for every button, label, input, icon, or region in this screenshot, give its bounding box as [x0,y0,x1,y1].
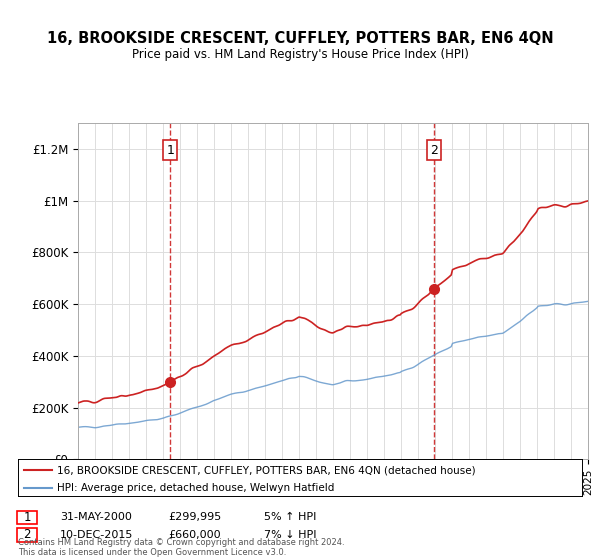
Text: 5% ↑ HPI: 5% ↑ HPI [264,512,316,522]
Text: Price paid vs. HM Land Registry's House Price Index (HPI): Price paid vs. HM Land Registry's House … [131,48,469,60]
Text: £299,995: £299,995 [168,512,221,522]
Text: 1: 1 [23,511,31,524]
Text: 2: 2 [430,143,438,157]
Text: Contains HM Land Registry data © Crown copyright and database right 2024.
This d: Contains HM Land Registry data © Crown c… [18,538,344,557]
Text: £660,000: £660,000 [168,530,221,540]
Text: 10-DEC-2015: 10-DEC-2015 [60,530,133,540]
Text: 2: 2 [23,528,31,542]
Text: 16, BROOKSIDE CRESCENT, CUFFLEY, POTTERS BAR, EN6 4QN: 16, BROOKSIDE CRESCENT, CUFFLEY, POTTERS… [47,31,553,46]
Text: 16, BROOKSIDE CRESCENT, CUFFLEY, POTTERS BAR, EN6 4QN (detached house): 16, BROOKSIDE CRESCENT, CUFFLEY, POTTERS… [58,465,476,475]
Text: 7% ↓ HPI: 7% ↓ HPI [264,530,317,540]
Text: 31-MAY-2000: 31-MAY-2000 [60,512,132,522]
Text: HPI: Average price, detached house, Welwyn Hatfield: HPI: Average price, detached house, Welw… [58,483,335,493]
Text: 1: 1 [166,143,174,157]
